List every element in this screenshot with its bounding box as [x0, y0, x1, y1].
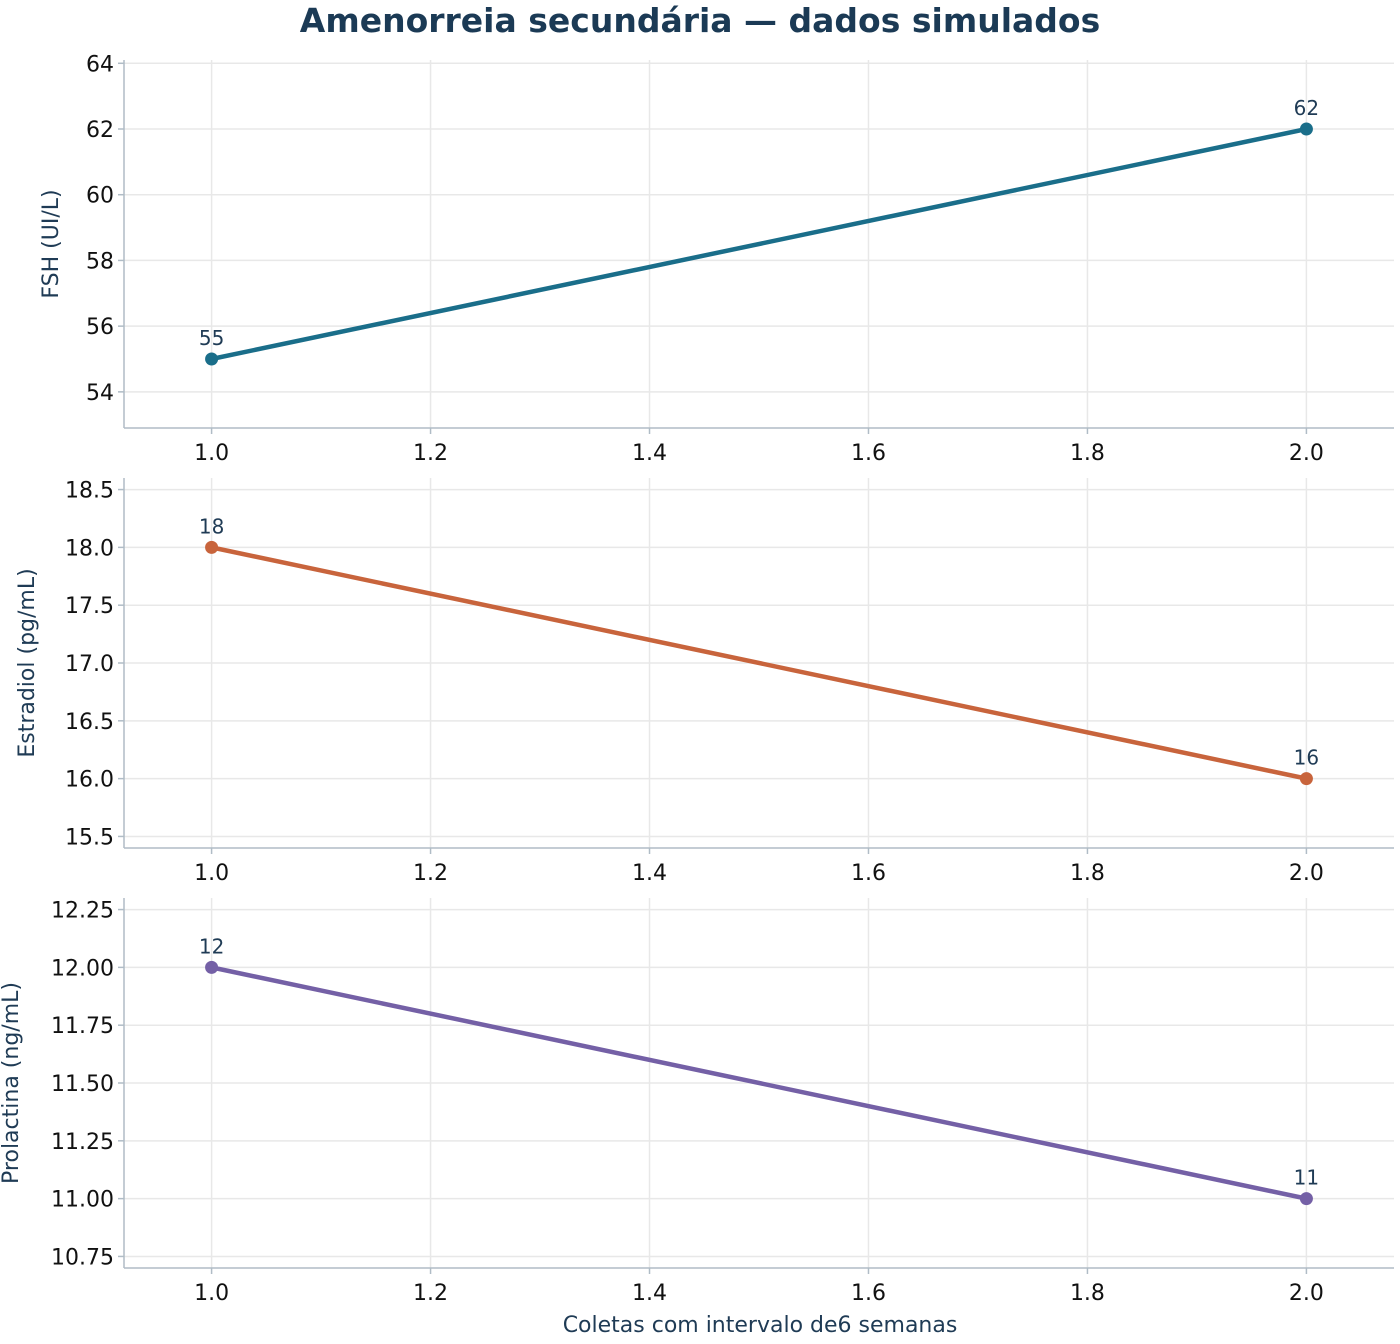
panel-2-x-tick-label-1: 1.0: [194, 861, 229, 886]
panel-3-y-axis-label: Prolactina (ng/mL): [0, 982, 24, 1184]
panel-3-x-tick-label-2: 1.2: [413, 1281, 448, 1306]
panel-2-series-line: [209, 545, 1309, 781]
panel-3-y-tick-label-1: 10.75: [51, 1245, 114, 1270]
panel-1-data-point-1: [205, 352, 219, 366]
panel-1-y-tick-label-5: 62: [86, 118, 114, 143]
panel-3-data-label-1: 12: [199, 934, 224, 958]
panel-2-x-tick-label-5: 1.8: [1070, 861, 1105, 886]
panel-2-data-label-1: 18: [199, 514, 224, 538]
panel-2-y-tick-label-3: 16.5: [65, 710, 114, 735]
panel-1-y-tick-label-3: 58: [86, 249, 114, 274]
panel-1-y-tick-label-6: 64: [86, 52, 114, 77]
panel-2-y-tick-label-7: 18.5: [65, 479, 114, 504]
panel-2-data-label-2: 16: [1294, 746, 1319, 770]
panel-1-y-tick-label-2: 56: [86, 315, 114, 340]
panel-3-y-tick-label-3: 11.25: [51, 1130, 114, 1155]
panel-2-x-tick-label-4: 1.6: [851, 861, 886, 886]
panel-3-y-tick-label-4: 11.50: [51, 1072, 114, 1097]
panel-2: 1.0 1.2 1.4 1.6 1.8 2.0 15.5 16.0 16.5 17.0 17.5 18…: [15, 478, 1394, 886]
panel-3-y-tick-label-7: 12.25: [51, 899, 114, 924]
panel-2-data-point-1: [205, 540, 219, 554]
panel-1-y-tick-label-1: 54: [86, 381, 114, 406]
panel-3-y-tick-label-5: 11.75: [51, 1014, 114, 1039]
x-axis-label: Coletas com intervalo de6 semanas: [563, 1313, 958, 1338]
panel-3-x-tick-label-6: 2.0: [1289, 1281, 1324, 1306]
panel-1-y-axis-label: FSH (UI/L): [39, 189, 64, 298]
panel-3: 1.0 1.2 1.4 1.6 1.8 2.0 10.75 11.00 11.25 11.50 11…: [0, 898, 1394, 1306]
panel-3-data-point-1: [205, 960, 219, 974]
panel-1-x-tick-label-4: 1.6: [851, 441, 886, 466]
panel-3-y-tick-label-2: 11.00: [51, 1188, 114, 1213]
panel-3-data-point-2: [1299, 1192, 1313, 1206]
chart-title: Amenorreia secundária — dados simulados: [300, 1, 1100, 40]
panel-2-y-tick-label-1: 15.5: [65, 825, 114, 850]
panel-3-x-tick-label-4: 1.6: [851, 1281, 886, 1306]
panel-2-x-tick-label-2: 1.2: [413, 861, 448, 886]
panel-1-series-line: [209, 126, 1309, 362]
panel-1-x-tick-label-2: 1.2: [413, 441, 448, 466]
chart-panels: 1.0 1.2 1.4 1.6 1.8 2.0 54 56 58 60 62 64 FSH (UI/L)…: [0, 52, 1394, 1306]
panel-2-y-tick-label-4: 17.0: [65, 652, 114, 677]
panel-3-data-label-2: 11: [1294, 1166, 1319, 1190]
panel-1-data-point-2: [1299, 122, 1313, 136]
panel-1-x-tick-label-3: 1.4: [632, 441, 667, 466]
panel-2-y-tick-label-6: 18.0: [65, 536, 114, 561]
panel-2-data-point-2: [1299, 772, 1313, 786]
panel-1-x-tick-label-6: 2.0: [1289, 441, 1324, 466]
panel-1-y-tick-label-4: 60: [86, 184, 114, 209]
panel-1: 1.0 1.2 1.4 1.6 1.8 2.0 54 56 58 60 62 64 FSH (UI/L)…: [39, 52, 1394, 466]
panel-3-x-tick-label-3: 1.4: [632, 1281, 667, 1306]
panel-2-y-tick-label-5: 17.5: [65, 594, 114, 619]
panel-3-x-tick-label-1: 1.0: [194, 1281, 229, 1306]
panel-2-y-tick-label-2: 16.0: [65, 768, 114, 793]
panel-2-x-tick-label-6: 2.0: [1289, 861, 1324, 886]
panel-2-x-tick-label-3: 1.4: [632, 861, 667, 886]
panel-2-y-axis-label: Estradiol (pg/mL): [15, 568, 40, 757]
panel-1-data-label-2: 62: [1294, 96, 1319, 120]
panel-3-series-line: [209, 965, 1309, 1201]
panel-1-data-label-1: 55: [199, 326, 224, 350]
panel-1-x-tick-label-1: 1.0: [194, 441, 229, 466]
panel-3-x-tick-label-5: 1.8: [1070, 1281, 1105, 1306]
panel-3-y-tick-label-6: 12.00: [51, 956, 114, 981]
panel-1-x-tick-label-5: 1.8: [1070, 441, 1105, 466]
